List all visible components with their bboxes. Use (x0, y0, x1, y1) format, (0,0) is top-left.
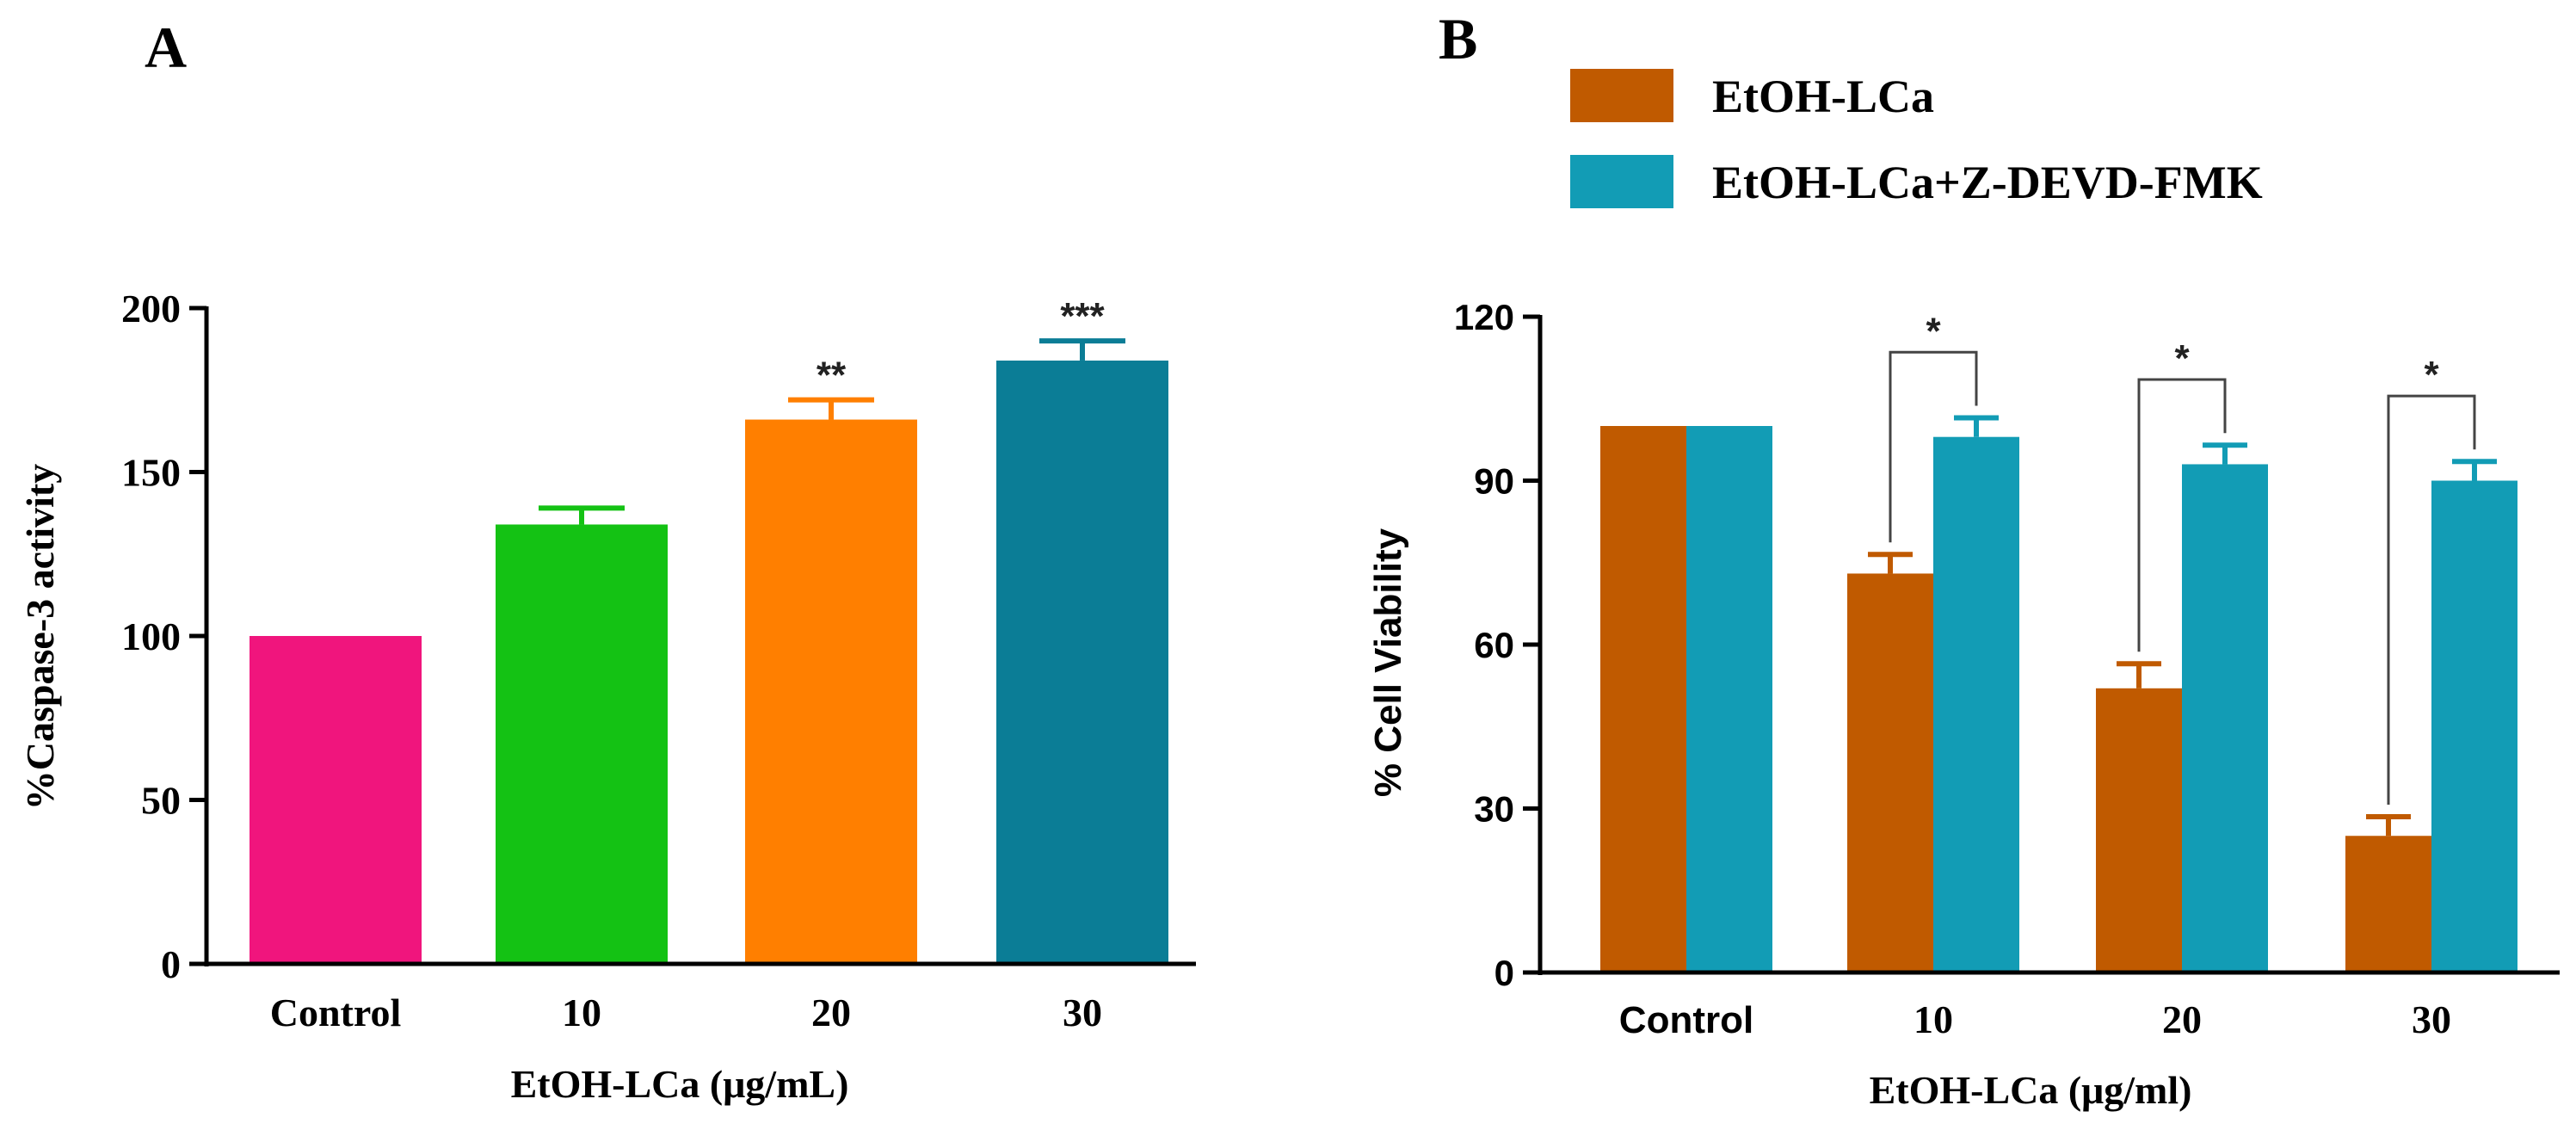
panel-a-x-tick-label-2: 20 (811, 991, 851, 1034)
panel-b-error-bar-s1-c2 (2203, 442, 2247, 465)
panel-a-x-tick-label-3: 30 (1063, 991, 1102, 1034)
panel-b-y-axis-title: % Cell Viability (1367, 528, 1409, 797)
panel-a-y-tick-label-4: 200 (121, 287, 181, 330)
panel-a-bar-0 (250, 636, 422, 964)
panel-a-error-bar-1 (539, 505, 625, 525)
legend-swatch-0 (1570, 69, 1673, 122)
panel-b-significance-2: * (2174, 337, 2190, 380)
panel-b-x-tick-label-2: 20 (2162, 997, 2202, 1041)
panel-b-x-axis-title: EtOH-LCa (μg/ml) (1870, 1068, 2192, 1112)
panel-a-y-tick-label-1: 50 (141, 779, 181, 823)
panel-b-bar-s1-c0 (1686, 426, 1772, 972)
panel-a-significance-3: *** (1060, 295, 1105, 337)
panel-b-significance-bracket-1 (1889, 350, 1978, 543)
panel-b-significance-bracket-2 (2137, 378, 2227, 652)
panel-a-y-tick-label-0: 0 (161, 942, 181, 986)
panel-b-label: B (1439, 6, 1477, 71)
panel-b-y-tick-label-2: 60 (1474, 625, 1514, 665)
panel-b-significance-1: * (1926, 310, 1941, 352)
panel-a-x-tick-label-0: Control (270, 991, 402, 1034)
panel-a-label: A (145, 15, 187, 80)
legend-label-0: EtOH-LCa (1712, 71, 1934, 122)
panel-a-error-bar-3 (1039, 338, 1125, 361)
panel-a-y-tick-label-2: 100 (121, 614, 181, 658)
panel-b-error-bar-s0-c3 (2366, 814, 2411, 837)
panel-b-y-tick-label-3: 90 (1474, 461, 1514, 502)
panel-b-significance-bracket-3 (2387, 394, 2476, 806)
panel-b-y-tick-label-0: 0 (1494, 953, 1514, 993)
panel-a-x-axis-title: EtOH-LCa (μg/mL) (511, 1062, 849, 1106)
panel-b-bar-s1-c1 (1933, 436, 2019, 972)
panel-b-error-bar-s0-c2 (2117, 661, 2161, 688)
panel-b-y-tick-label-4: 120 (1454, 297, 1514, 337)
panel-b-x-tick-label-3: 30 (2412, 997, 2451, 1041)
panel-b-error-bar-s1-c1 (1954, 415, 1999, 437)
panel-a-error-bar-2 (788, 397, 874, 420)
panel-b-significance-3: * (2424, 354, 2439, 396)
panel-b-error-bar-s1-c3 (2452, 459, 2497, 481)
panel-b-bar-s0-c2 (2096, 688, 2182, 972)
panel-b-bar-s0-c1 (1847, 573, 1933, 972)
panel-a-x-tick-label-1: 10 (562, 991, 601, 1034)
panel-a-significance-2: ** (817, 355, 847, 397)
panel-a-bar-2 (745, 419, 917, 964)
legend-swatch-1 (1570, 155, 1673, 208)
panel-b-bar-s0-c3 (2345, 836, 2431, 972)
panel-b-bar-s1-c3 (2431, 480, 2517, 972)
panel-b-y-tick-label-1: 30 (1474, 789, 1514, 830)
panel-b-x-tick-label-1: 10 (1914, 997, 1953, 1041)
panel-a-y-axis-title: %Caspase-3 activity (18, 464, 62, 810)
panel-b-bar-s1-c2 (2182, 464, 2268, 972)
panel-b-x-tick-label-0: Control (1619, 999, 1753, 1041)
panel-b-legend: EtOH-LCa EtOH-LCa+Z-DEVD-FMK (1570, 69, 2263, 208)
panel-a-bar-3 (996, 360, 1168, 965)
panel-b-bar-s0-c0 (1600, 426, 1686, 972)
panel-b: B EtOH-LCa EtOH-LCa+Z-DEVD-FMK * * * Contro… (1367, 6, 2560, 1112)
panel-a-bar-1 (496, 524, 668, 964)
legend-label-1: EtOH-LCa+Z-DEVD-FMK (1712, 157, 2263, 208)
panel-b-error-bar-s0-c1 (1868, 552, 1913, 574)
panel-a-y-tick-label-3: 150 (121, 451, 181, 495)
